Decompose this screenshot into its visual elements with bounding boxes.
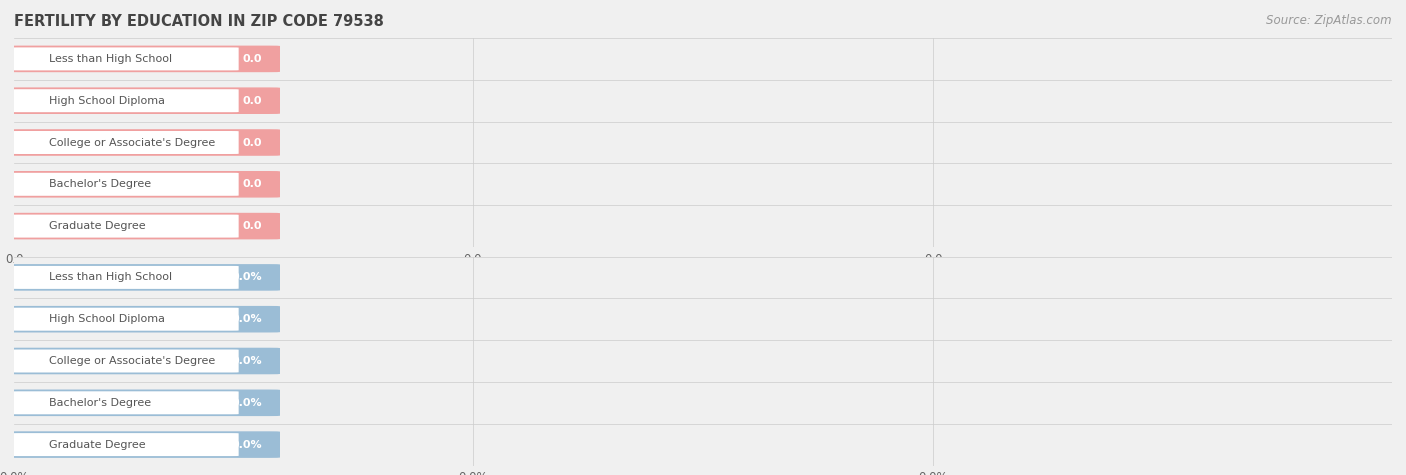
Text: 0.0: 0.0 [243, 54, 262, 64]
FancyBboxPatch shape [11, 266, 239, 289]
Text: Less than High School: Less than High School [48, 272, 172, 283]
Text: 0.0%: 0.0% [232, 398, 262, 408]
Text: 0.0%: 0.0% [232, 314, 262, 324]
FancyBboxPatch shape [11, 131, 239, 154]
FancyBboxPatch shape [7, 171, 280, 198]
Text: FERTILITY BY EDUCATION IN ZIP CODE 79538: FERTILITY BY EDUCATION IN ZIP CODE 79538 [14, 14, 384, 29]
Text: College or Associate's Degree: College or Associate's Degree [48, 356, 215, 366]
FancyBboxPatch shape [11, 48, 239, 70]
Text: Less than High School: Less than High School [48, 54, 172, 64]
Text: Graduate Degree: Graduate Degree [48, 439, 145, 450]
Text: 0.0: 0.0 [243, 221, 262, 231]
FancyBboxPatch shape [11, 89, 239, 112]
Text: 0.0%: 0.0% [232, 356, 262, 366]
FancyBboxPatch shape [11, 391, 239, 414]
Text: High School Diploma: High School Diploma [48, 314, 165, 324]
FancyBboxPatch shape [7, 129, 280, 156]
FancyBboxPatch shape [7, 306, 280, 332]
FancyBboxPatch shape [11, 350, 239, 372]
FancyBboxPatch shape [11, 308, 239, 331]
FancyBboxPatch shape [11, 173, 239, 196]
FancyBboxPatch shape [7, 87, 280, 114]
FancyBboxPatch shape [7, 348, 280, 374]
Text: Source: ZipAtlas.com: Source: ZipAtlas.com [1267, 14, 1392, 27]
Text: College or Associate's Degree: College or Associate's Degree [48, 137, 215, 148]
FancyBboxPatch shape [7, 213, 280, 239]
Text: High School Diploma: High School Diploma [48, 95, 165, 106]
FancyBboxPatch shape [7, 46, 280, 72]
Text: Graduate Degree: Graduate Degree [48, 221, 145, 231]
FancyBboxPatch shape [11, 215, 239, 238]
Text: 0.0: 0.0 [243, 179, 262, 190]
FancyBboxPatch shape [7, 264, 280, 291]
Text: 0.0: 0.0 [243, 95, 262, 106]
FancyBboxPatch shape [7, 390, 280, 416]
Text: 0.0%: 0.0% [232, 272, 262, 283]
FancyBboxPatch shape [7, 431, 280, 458]
Text: Bachelor's Degree: Bachelor's Degree [48, 398, 150, 408]
Text: 0.0: 0.0 [243, 137, 262, 148]
Text: Bachelor's Degree: Bachelor's Degree [48, 179, 150, 190]
FancyBboxPatch shape [11, 433, 239, 456]
Text: 0.0%: 0.0% [232, 439, 262, 450]
